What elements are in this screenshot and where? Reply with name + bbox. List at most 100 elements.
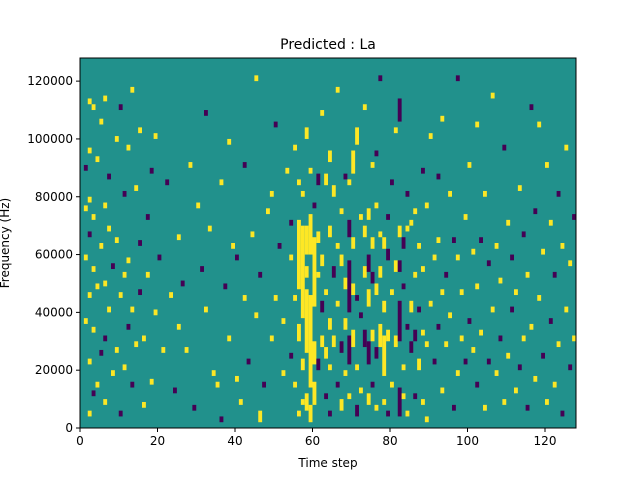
heatmap-cell-low: [242, 162, 247, 168]
y-tick-label: 80000: [35, 190, 73, 204]
heatmap-cell-low: [122, 190, 127, 197]
heatmap-cell-high: [339, 208, 344, 215]
heatmap-cell-high: [355, 127, 359, 145]
heatmap-cell-high: [537, 121, 542, 128]
heatmap-cell-low: [359, 312, 363, 319]
heatmap-cell-low: [145, 214, 150, 220]
heatmap-cell-low: [347, 219, 352, 238]
heatmap-cell-high: [471, 347, 476, 353]
heatmap-cell-high: [405, 410, 410, 417]
heatmap-cell-high: [514, 289, 518, 296]
heatmap-cell-high: [390, 289, 394, 296]
heatmap-cell-low: [118, 410, 123, 417]
heatmap-cell-low: [572, 214, 576, 220]
heatmap-cell-low: [138, 289, 142, 296]
heatmap-cell-low: [409, 341, 414, 353]
heatmap-cell-high: [564, 306, 569, 313]
heatmap-cell-high: [545, 399, 549, 405]
heatmap-cell-high: [293, 381, 297, 388]
heatmap-cell-high: [103, 202, 108, 209]
heatmap-cell-low: [498, 335, 503, 342]
heatmap-cell-high: [370, 237, 375, 249]
heatmap-cell-high: [556, 341, 561, 348]
heatmap-cell-high: [289, 254, 294, 261]
heatmap-cell-high: [99, 118, 104, 125]
heatmap-cell-high: [467, 162, 472, 168]
heatmap-cell-low: [568, 364, 573, 371]
heatmap-cell-high: [273, 295, 278, 301]
heatmap-cell-high: [421, 329, 425, 336]
heatmap-cell-high: [548, 219, 553, 226]
heatmap-cell-high: [382, 237, 387, 249]
heatmap-cell-high: [440, 387, 445, 394]
heatmap-cell-high: [386, 329, 390, 342]
heatmap-cell-high: [103, 280, 108, 287]
plot-frame: [79, 57, 577, 429]
heatmap-cell-high: [533, 375, 538, 382]
heatmap-cell-high: [409, 219, 414, 226]
heatmap-cell-high: [366, 289, 371, 307]
heatmap-cell-low: [246, 358, 251, 365]
heatmap-cell-high: [479, 329, 483, 336]
heatmap-cell-high: [424, 416, 429, 423]
heatmap-cell-low: [262, 381, 266, 388]
heatmap-cell-high: [502, 399, 507, 405]
heatmap-cell-high: [382, 335, 387, 376]
heatmap-cell-low: [548, 318, 553, 324]
heatmap-cell-high: [552, 381, 557, 388]
heatmap-cell-high: [118, 292, 123, 298]
heatmap-cell-high: [494, 370, 499, 376]
heatmap-cell-low: [510, 306, 514, 313]
heatmap-cell-low: [486, 358, 491, 365]
heatmap-cell-low: [235, 254, 239, 261]
heatmap-cell-high: [285, 167, 290, 174]
heatmap-cell-high: [83, 318, 88, 324]
heatmap-cell-high: [320, 335, 325, 348]
heatmap-cell-high: [297, 410, 301, 417]
heatmap-cell-high: [293, 295, 297, 301]
heatmap-cell-low: [479, 237, 483, 243]
heatmap-cell-high: [324, 289, 328, 296]
heatmap-cell-high: [320, 254, 325, 267]
heatmap-cell-high: [525, 271, 530, 278]
heatmap-cell-high: [219, 179, 224, 186]
heatmap-cell-high: [87, 358, 92, 365]
heatmap-cell-low: [316, 358, 321, 371]
heatmap-cell-high: [417, 243, 421, 249]
heatmap-cell-low: [475, 381, 480, 388]
heatmap-cell-high: [463, 214, 468, 220]
heatmap-cell-high: [215, 381, 220, 388]
heatmap-cell-high: [331, 185, 336, 197]
heatmap-cell-high: [545, 162, 549, 168]
heatmap-cell-high: [397, 225, 402, 238]
heatmap-cell-high: [351, 237, 356, 249]
heatmap-cell-low: [99, 349, 104, 356]
heatmap-cell-low: [312, 202, 317, 209]
heatmap-cell-high: [335, 86, 340, 93]
heatmap-cell-low: [192, 404, 197, 411]
heatmap-cell-high: [328, 225, 332, 238]
x-tick-label: 40: [227, 434, 242, 448]
heatmap-cell-high: [87, 292, 92, 298]
heatmap-cell-high: [184, 347, 189, 353]
heatmap-cell-high: [541, 248, 545, 255]
heatmap-cell-high: [91, 326, 96, 333]
x-tick-label: 0: [76, 434, 84, 448]
heatmap-cell-high: [328, 318, 332, 330]
heatmap-cell-high: [328, 150, 332, 163]
heatmap-cell-high: [417, 358, 421, 371]
heatmap-cell-low: [397, 300, 402, 342]
heatmap-cell-high: [87, 410, 92, 417]
heatmap-cell-low: [436, 323, 441, 330]
heatmap-cell-high: [188, 162, 193, 168]
heatmap-cell-high: [455, 254, 460, 261]
heatmap-cell-high: [250, 231, 255, 238]
plot-area: [79, 57, 577, 429]
heatmap-cell-high: [145, 271, 150, 278]
heatmap-cell-high: [122, 271, 127, 278]
heatmap-cell-high: [83, 205, 88, 212]
heatmap-cell-high: [297, 219, 301, 290]
heatmap-cell-high: [382, 300, 387, 313]
heatmap-cell-low: [401, 283, 406, 290]
